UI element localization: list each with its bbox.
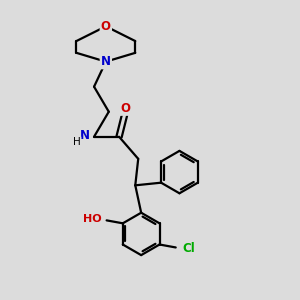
Text: H: H <box>73 137 81 147</box>
Text: O: O <box>120 102 130 115</box>
Text: O: O <box>101 20 111 33</box>
Text: N: N <box>101 55 111 68</box>
Text: HO: HO <box>83 214 101 224</box>
Text: N: N <box>80 129 90 142</box>
Text: Cl: Cl <box>182 242 195 255</box>
